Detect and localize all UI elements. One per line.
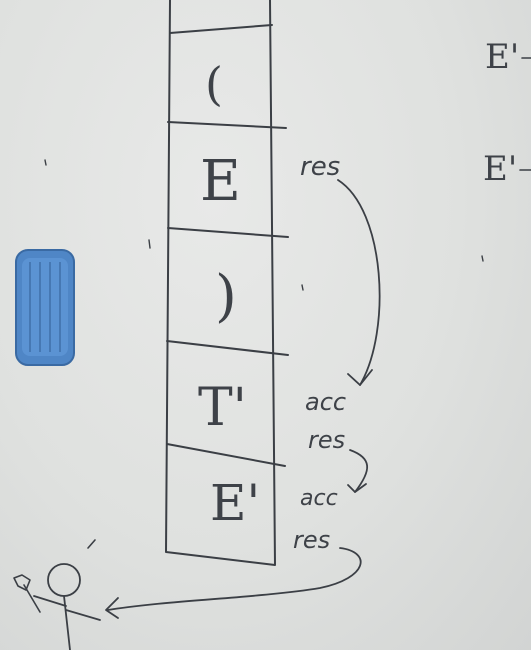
stack-cell-4: T' [198,378,247,438]
right-note-1: E' [485,37,519,77]
stick-figure [13,539,101,650]
label-res-top: res [300,152,340,182]
stack-cell-5: E' [210,474,260,532]
stack-cell-1: ( [205,57,223,111]
stack-column [165,0,289,566]
arrow-res-to-acc-head [347,369,373,386]
label-acc-2: acc [300,486,338,511]
arrow-res-to-acc [337,179,381,386]
label-res-2: res [308,426,345,454]
arrow-res2-to-acc2 [349,449,369,493]
arrow-res3-to-figure-head [105,597,119,619]
label-res-3: res [293,526,330,554]
arrow-res3-to-figure [107,547,362,611]
stack-cell-2: E [200,149,241,214]
eraser [15,249,75,366]
right-note-2: E' [483,149,517,189]
label-acc-1: acc [305,388,346,416]
arrow-res2-to-acc2-head [347,483,367,493]
stack-cell-3: ) [215,264,237,329]
